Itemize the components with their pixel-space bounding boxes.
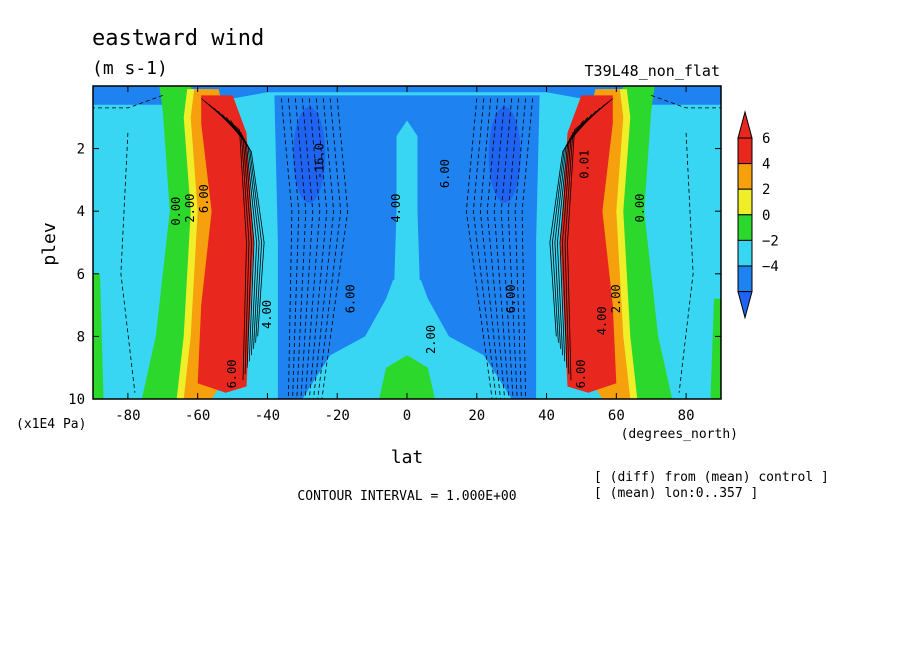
x-axis: -80 -60 -40 -20 0 20 40 60 80 xyxy=(115,86,695,424)
contour-label-2: 6.00 xyxy=(197,184,211,213)
chart-title: eastward wind xyxy=(92,26,264,51)
x-tick-label-2: -40 xyxy=(255,408,280,424)
contour-labels: 0.00 2.00 6.004.006.004.006.002.006.006.00… xyxy=(169,143,647,388)
fill-gap-north xyxy=(536,95,550,399)
contour-label-14: 0.01 xyxy=(577,150,591,179)
contour-label-0: 0.00 xyxy=(169,197,183,226)
contour-easterly-north-4 xyxy=(493,98,510,399)
contour-easterly-south-3 xyxy=(300,98,314,399)
contour-easterly-south-0 xyxy=(281,98,293,399)
x-axis-units: (degrees_north) xyxy=(621,427,738,442)
contour-easterly-north-8 xyxy=(465,98,493,399)
colorbar-swatch-3 xyxy=(737,214,753,241)
contour-easterly-south-8 xyxy=(321,98,349,399)
note-mean: [ (mean) lon:0..357 ] xyxy=(594,486,758,501)
contour-easterly-north-3 xyxy=(500,98,514,399)
colorbar-tick-label-2: 2 xyxy=(762,182,770,198)
experiment-label: T39L48_non_flat xyxy=(585,62,720,80)
contour-interval-text: CONTOUR INTERVAL = 1.000E+00 xyxy=(297,489,516,504)
contour-top-north xyxy=(651,95,721,109)
colorbar: 6 4 2 0 −2 −4 xyxy=(737,110,779,320)
contour-label-6: 6.00 xyxy=(344,284,358,313)
contour-label-15: -16.0 xyxy=(312,143,326,179)
contour-easterly-north-1 xyxy=(514,98,526,399)
fill-top-band xyxy=(93,86,721,105)
contour-easterly-south-6 xyxy=(313,98,335,399)
x-tick-label-4: 0 xyxy=(403,408,411,424)
x-tick-label-7: 60 xyxy=(608,408,625,424)
colorbar-tick-label-3: 0 xyxy=(762,208,770,224)
contour-jet-north-7 xyxy=(549,120,584,337)
y-tick-label-4: 10 xyxy=(68,392,85,408)
contour-label-3: 4.00 xyxy=(260,300,274,329)
colorbar-swatch-4 xyxy=(737,239,753,267)
fill-jet-red-south xyxy=(197,95,254,393)
contour-top-south xyxy=(93,95,163,109)
contour-easterly-south-1 xyxy=(288,98,300,399)
colorbar-under-arrow xyxy=(737,291,753,320)
plot-area: 0.00 2.00 6.004.006.004.006.002.006.006.00… xyxy=(93,86,721,399)
contour-polar-north xyxy=(678,132,694,393)
contour-fills xyxy=(93,86,721,399)
fill-deep-core-north xyxy=(488,106,521,203)
y-tick-label-3: 8 xyxy=(77,329,85,345)
colorbar-tick-label-5: −4 xyxy=(762,259,779,275)
contour-easterly-north-7 xyxy=(472,98,497,399)
x-tick-label-1: -60 xyxy=(185,408,210,424)
units-label: (m s-1) xyxy=(92,58,168,79)
x-tick-label-5: 20 xyxy=(468,408,485,424)
y-axis: 2 4 6 8 10 xyxy=(68,142,721,408)
contour-label-4: 6.00 xyxy=(225,360,239,389)
contour-easterly-north-5 xyxy=(486,98,506,399)
contour-jet-south-6 xyxy=(225,117,263,343)
fill-equatorial-bump xyxy=(379,355,435,399)
contour-label-12: 6.00 xyxy=(574,360,588,389)
contour-easterly-north-6 xyxy=(479,98,501,399)
colorbar-over-arrow xyxy=(737,110,753,139)
contour-easterly-south-4 xyxy=(304,98,321,399)
note-diff: [ (diff) from (mean) control ] xyxy=(594,470,829,485)
contour-polar-south xyxy=(120,132,136,393)
contour-jet-north-6 xyxy=(551,117,589,343)
fill-deep-core-south xyxy=(293,106,326,203)
x-tick-label-6: 40 xyxy=(538,408,555,424)
fill-gap-south xyxy=(264,95,278,399)
fill-jet-red-north xyxy=(560,95,617,393)
contour-label-9: 6.00 xyxy=(504,284,518,313)
contour-easterly-south-5 xyxy=(308,98,328,399)
contour-jet-north-5 xyxy=(554,113,593,349)
contour-jet-south-7 xyxy=(230,120,265,337)
y-tick-label-1: 4 xyxy=(77,204,85,220)
contour-label-1: 2.00 xyxy=(183,194,197,223)
contour-easterly-north-0 xyxy=(521,98,533,399)
x-axis-label: lat xyxy=(391,447,424,468)
colorbar-tick-label-0: 6 xyxy=(762,131,770,147)
colorbar-swatch-5 xyxy=(737,265,753,293)
fill-polar-strip-north xyxy=(710,298,721,399)
y-tick-label-2: 6 xyxy=(77,267,85,283)
x-tick-label-8: 80 xyxy=(678,408,695,424)
contour-easterly-north-2 xyxy=(507,98,519,399)
contour-label-8: 6.00 xyxy=(438,159,452,188)
contour-label-13: 0.00 xyxy=(633,194,647,223)
contour-easterly-south-7 xyxy=(317,98,342,399)
contour-label-10: 2.00 xyxy=(609,284,623,313)
contour-lines xyxy=(93,95,721,399)
contour-easterly-south-2 xyxy=(295,98,307,399)
contour-label-11: 4.00 xyxy=(595,306,609,335)
y-axis-label: plev xyxy=(39,222,60,265)
colorbar-swatch-1 xyxy=(737,163,753,190)
colorbar-tick-label-4: −2 xyxy=(762,233,779,249)
contour-label-5: 4.00 xyxy=(389,194,403,223)
contour-jet-south-5 xyxy=(221,113,260,349)
colorbar-tick-label-1: 4 xyxy=(762,157,770,173)
x-tick-label-3: -20 xyxy=(325,408,350,424)
contour-label-7: 2.00 xyxy=(424,325,438,354)
colorbar-swatch-0 xyxy=(737,137,753,165)
y-tick-label-0: 2 xyxy=(77,142,85,158)
y-axis-units: (x1E4 Pa) xyxy=(16,417,86,432)
x-tick-label-0: -80 xyxy=(115,408,140,424)
colorbar-swatch-2 xyxy=(737,188,753,216)
